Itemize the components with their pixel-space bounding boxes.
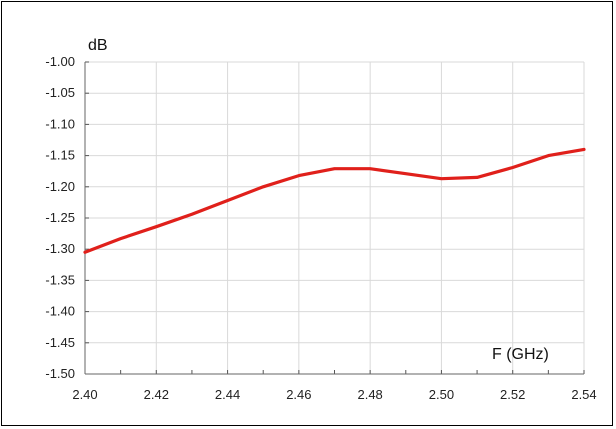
x-tick-label: 2.50 (429, 387, 454, 402)
x-tick-label: 2.52 (500, 387, 525, 402)
y-tick-label: -1.10 (45, 116, 75, 131)
y-tick-label: -1.20 (45, 179, 75, 194)
x-tick-label: 2.42 (144, 387, 169, 402)
y-tick-label: -1.45 (45, 335, 75, 350)
x-axis-title: F (GHz) (492, 346, 549, 363)
series-layer (83, 147, 586, 254)
y-axis-title: dB (88, 37, 108, 54)
axes (84, 61, 585, 375)
grid (84, 61, 585, 375)
tick-labels: 2.40 2.42 2.44 2.46 2.48 2.50 2.52 2.54 -1.00 -1.… (45, 54, 596, 402)
y-tick-label: -1.40 (45, 304, 75, 319)
y-tick-label: -1.30 (45, 241, 75, 256)
y-tick-label: -1.15 (45, 148, 75, 163)
x-tick-label: 2.46 (286, 387, 311, 402)
x-tick-label: 2.54 (571, 387, 596, 402)
x-tick-label: 2.44 (215, 387, 240, 402)
y-tick-label: -1.00 (45, 54, 75, 69)
y-tick-label: -1.50 (45, 366, 75, 381)
y-tick-label: -1.05 (45, 85, 75, 100)
series-line (83, 147, 586, 254)
y-tick-label: -1.25 (45, 210, 75, 225)
y-tick-label: -1.35 (45, 272, 75, 287)
x-tick-label: 2.48 (357, 387, 382, 402)
x-tick-label: 2.40 (72, 387, 97, 402)
